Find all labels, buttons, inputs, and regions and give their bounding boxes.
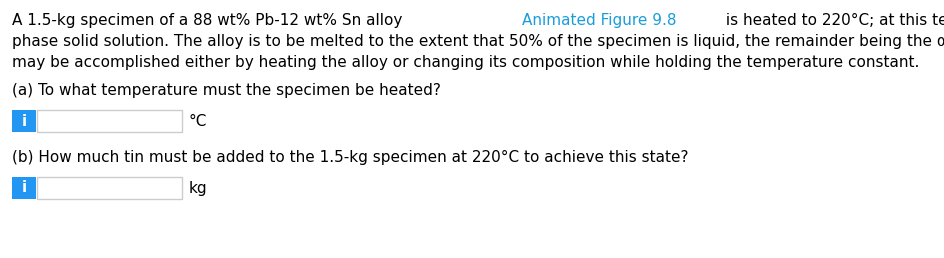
Text: i: i — [22, 114, 26, 128]
Text: kg: kg — [189, 181, 208, 196]
Text: i: i — [22, 181, 26, 196]
FancyBboxPatch shape — [37, 110, 182, 132]
Text: A 1.5-kg specimen of a 88 wt% Pb-12 wt% Sn alloy: A 1.5-kg specimen of a 88 wt% Pb-12 wt% … — [12, 13, 407, 28]
Text: may be accomplished either by heating the alloy or changing its composition whil: may be accomplished either by heating th… — [12, 55, 919, 70]
Text: (a) To what temperature must the specimen be heated?: (a) To what temperature must the specime… — [12, 83, 441, 98]
FancyBboxPatch shape — [37, 177, 182, 199]
FancyBboxPatch shape — [12, 177, 36, 199]
Text: phase solid solution. The alloy is to be melted to the extent that 50% of the sp: phase solid solution. The alloy is to be… — [12, 34, 944, 49]
Text: °C: °C — [189, 114, 207, 128]
Text: Animated Figure 9.8: Animated Figure 9.8 — [521, 13, 676, 28]
Text: is heated to 220°C; at this temperature it is entirely an α-: is heated to 220°C; at this temperature … — [720, 13, 944, 28]
Text: (b) How much tin must be added to the 1.5-kg specimen at 220°C to achieve this s: (b) How much tin must be added to the 1.… — [12, 150, 688, 165]
FancyBboxPatch shape — [12, 110, 36, 132]
